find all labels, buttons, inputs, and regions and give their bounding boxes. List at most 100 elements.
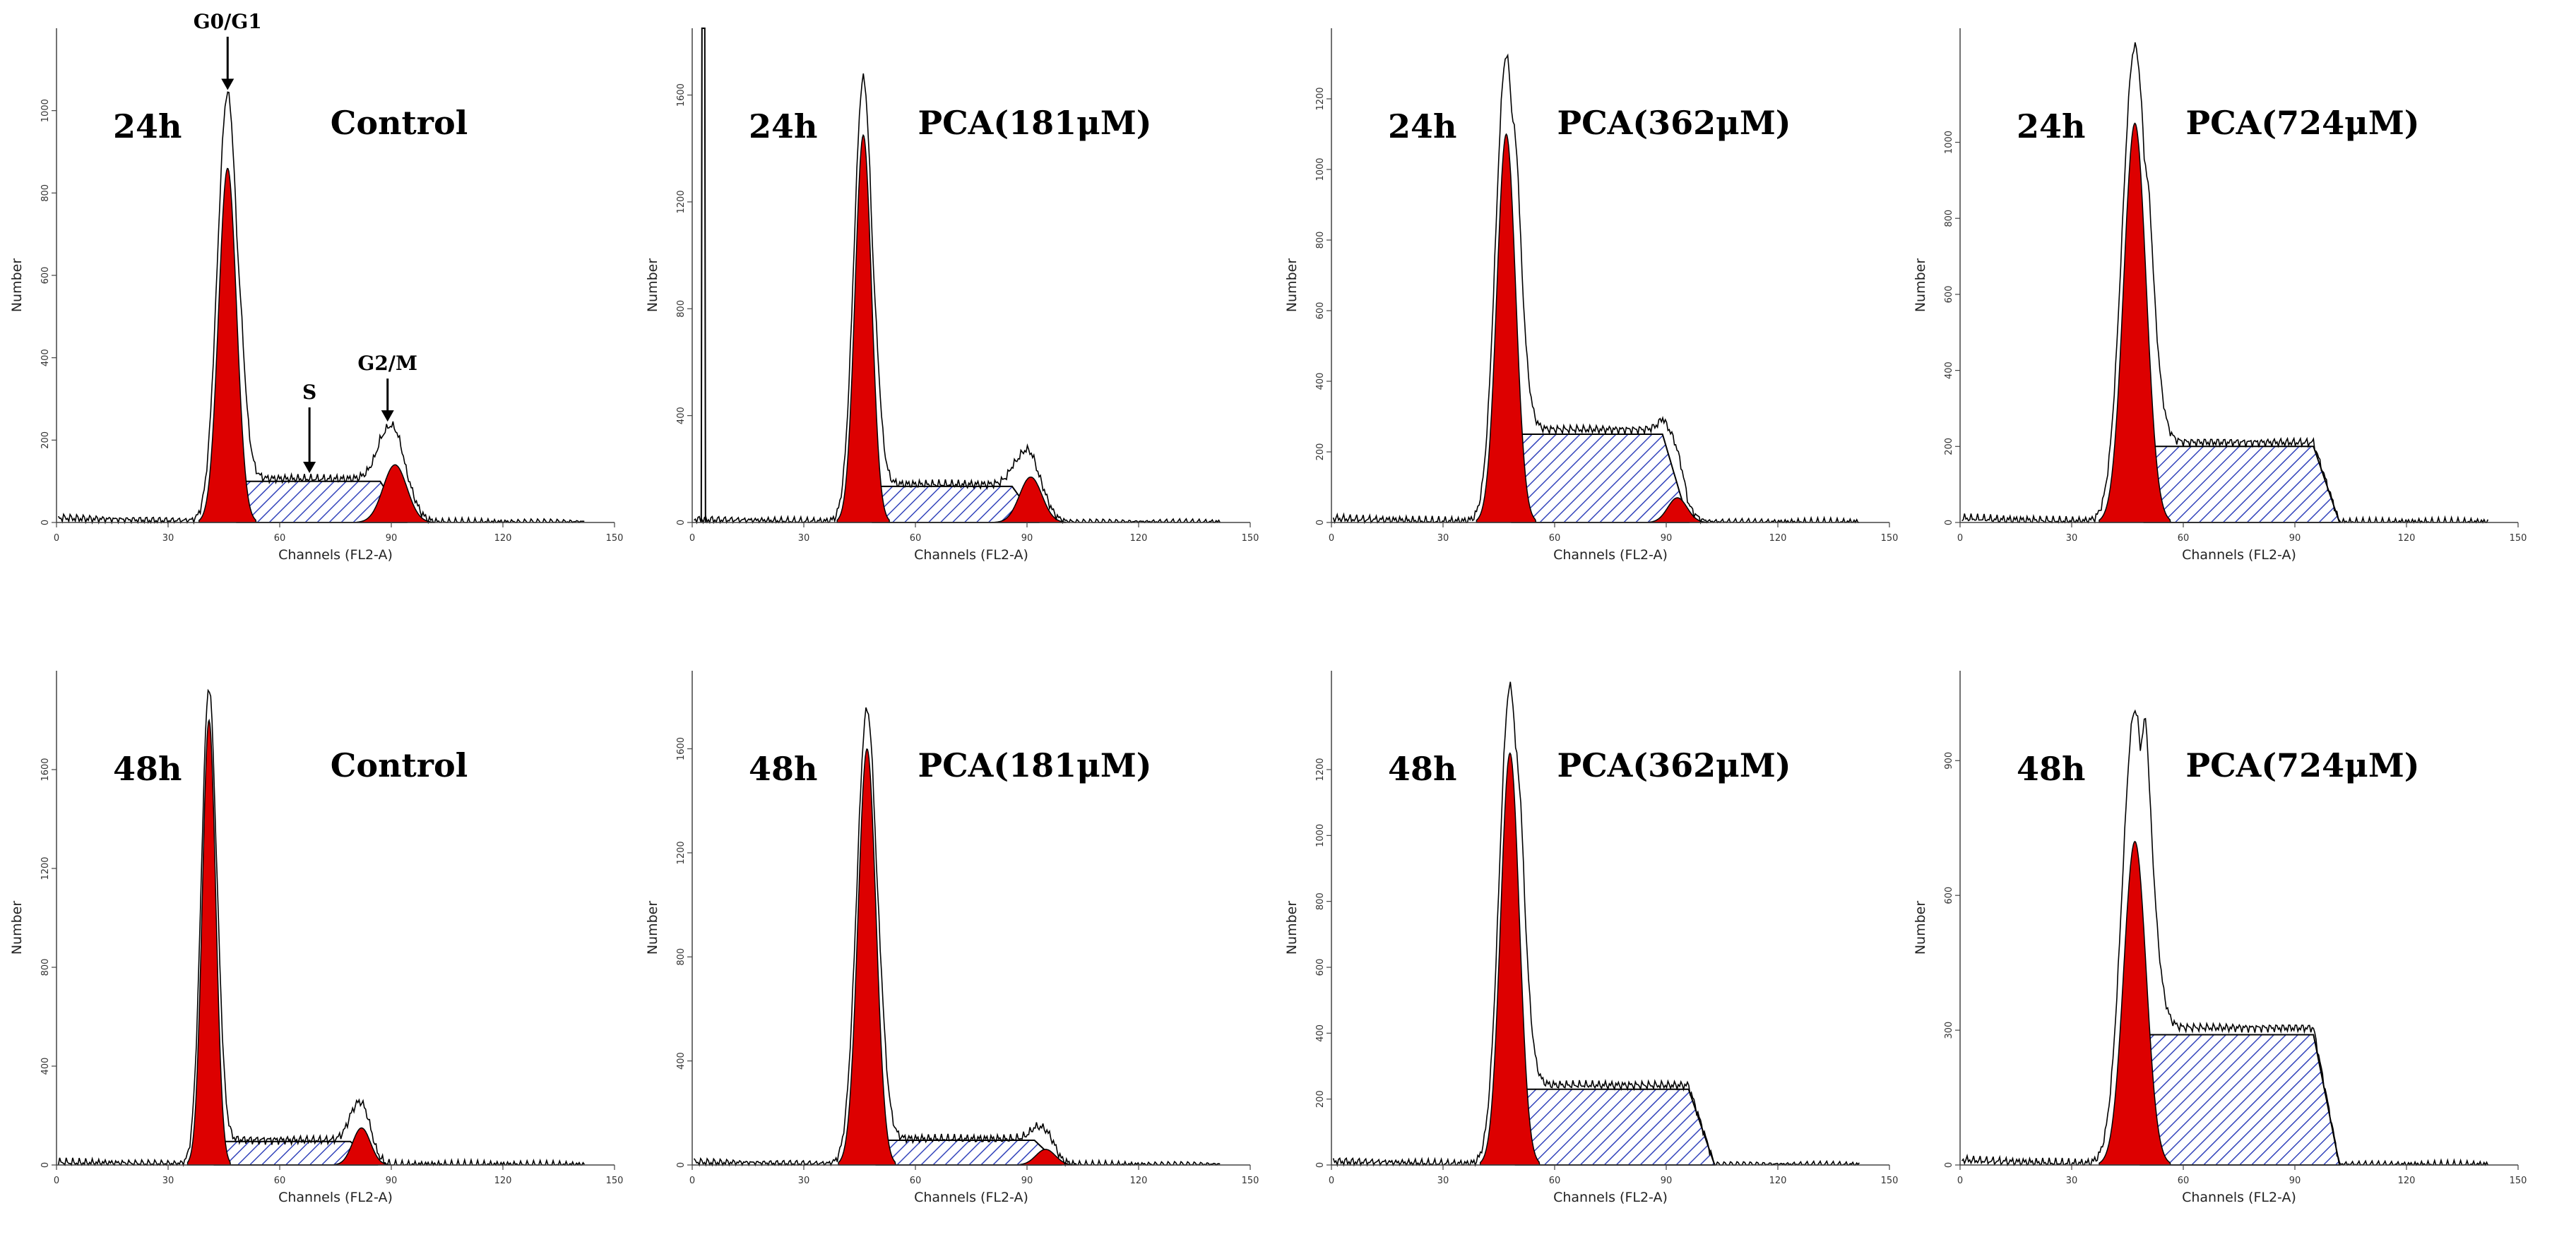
x-axis-title: Channels (FL2-A)	[2182, 547, 2296, 563]
x-tick-label: 60	[2178, 533, 2190, 544]
histogram-panel: 0 30 60 90 120 150 0 400 800 1200 1600 Channels (FL…	[9, 671, 623, 1205]
y-tick-label: 1600	[676, 83, 687, 107]
phase-annotation-label: G0/G1	[194, 10, 262, 33]
y-axis-title: Number	[645, 901, 660, 955]
x-tick-label: 0	[54, 1176, 59, 1186]
y-tick-label: 200	[40, 431, 51, 449]
y-tick-label: 0	[1944, 520, 1954, 525]
s-phase-area	[2143, 446, 2341, 523]
annotation-arrow-head	[381, 410, 394, 422]
x-tick-label: 60	[2178, 1176, 2190, 1186]
y-tick-label: 1200	[1315, 758, 1326, 781]
y-tick-label: 800	[40, 184, 51, 202]
histogram-panel: 0 30 60 90 120 150 0 200 400 600 800 1000 1200 Channe…	[1284, 28, 1898, 563]
y-tick-label: 200	[1315, 443, 1326, 461]
s-phase-area	[236, 480, 408, 523]
y-tick-label: 400	[676, 407, 687, 424]
x-tick-label: 120	[494, 1176, 512, 1186]
y-tick-label: 0	[40, 1162, 51, 1168]
y-axis-title: Number	[9, 901, 25, 955]
y-tick-label: 800	[1315, 232, 1326, 249]
x-tick-label: 60	[910, 533, 922, 544]
y-tick-label: 1000	[40, 99, 51, 122]
raw-histogram-line	[1332, 53, 1860, 525]
y-tick-label: 800	[1944, 210, 1954, 227]
y-tick-label: 400	[1315, 1024, 1326, 1042]
x-tick-label: 90	[1021, 533, 1033, 544]
x-tick-label: 60	[274, 1176, 286, 1186]
x-tick-label: 0	[1957, 533, 1963, 544]
x-tick-label: 150	[606, 533, 624, 544]
raw-histogram-line	[1332, 681, 1860, 1168]
annotation-arrow-head	[221, 78, 235, 90]
g0-g1-peak	[1476, 133, 1537, 523]
y-tick-label: 0	[40, 520, 51, 525]
y-tick-label: 400	[676, 1052, 687, 1070]
x-tick-label: 0	[689, 1176, 695, 1186]
histogram-panel: 0 30 60 90 120 150 0 200 400 600 800 1000 1200 Channe…	[1284, 671, 1898, 1205]
y-tick-label: 1000	[1315, 824, 1326, 847]
y-tick-label: 400	[1315, 373, 1326, 390]
x-tick-label: 60	[274, 533, 286, 544]
treatment-label: Control	[331, 104, 468, 142]
treatment-label: PCA(362μM)	[1557, 746, 1791, 784]
histogram-panel: 0 30 60 90 120 150 0 300 600 900 Channels (FL2-A) N…	[1913, 671, 2527, 1205]
x-tick-label: 90	[1021, 1176, 1033, 1186]
y-tick-label: 1200	[676, 841, 687, 864]
y-tick-label: 0	[676, 1162, 687, 1168]
phase-annotation-label: S	[302, 381, 316, 404]
treatment-label: PCA(181μM)	[918, 746, 1151, 784]
g0-g1-peak	[186, 718, 232, 1166]
y-tick-label: 0	[1315, 1162, 1326, 1168]
x-tick-label: 30	[162, 1176, 174, 1186]
g2-m-peak	[994, 476, 1067, 523]
annotation-arrow-head	[303, 462, 316, 473]
debris-spike-line	[700, 28, 706, 523]
x-tick-label: 30	[2066, 1176, 2078, 1186]
raw-histogram-line	[57, 688, 585, 1167]
treatment-label: PCA(181μM)	[918, 104, 1151, 142]
x-axis-title: Channels (FL2-A)	[1553, 1190, 1668, 1205]
x-tick-label: 150	[1881, 1176, 1899, 1186]
x-tick-label: 150	[1242, 533, 1259, 544]
y-tick-label: 800	[40, 959, 51, 976]
x-tick-label: 120	[2398, 533, 2416, 544]
time-label: 48h	[749, 750, 817, 788]
y-tick-label: 1000	[1315, 157, 1326, 181]
y-tick-label: 1200	[1315, 87, 1326, 110]
s-phase-area	[872, 485, 1040, 523]
y-axis-title: Number	[9, 258, 25, 313]
y-tick-label: 1000	[1944, 131, 1954, 154]
g0-g1-peak	[2099, 122, 2172, 523]
g2-m-peak	[356, 464, 434, 523]
y-tick-label: 800	[676, 300, 687, 318]
x-tick-label: 60	[910, 1176, 922, 1186]
g2-m-peak	[332, 1127, 391, 1166]
histogram-panel: 0 30 60 90 120 150 0 400 800 1200 1600 Channels (FL…	[645, 28, 1259, 563]
x-tick-label: 60	[1549, 1176, 1561, 1186]
x-tick-label: 0	[689, 533, 695, 544]
y-tick-label: 800	[676, 948, 687, 966]
time-label: 48h	[2017, 750, 2085, 788]
x-axis-title: Channels (FL2-A)	[914, 1190, 1028, 1205]
g0-g1-peak	[1479, 752, 1541, 1166]
g0-g1-peak	[2099, 840, 2172, 1166]
x-tick-label: 90	[2289, 1176, 2301, 1186]
y-axis-title: Number	[1913, 901, 1928, 955]
x-tick-label: 30	[162, 533, 174, 544]
x-axis-title: Channels (FL2-A)	[278, 547, 393, 563]
x-tick-label: 90	[1661, 533, 1673, 544]
histogram-panel: 0 30 60 90 120 150 0 400 800 1200 1600 Channels (FL…	[645, 671, 1259, 1205]
raw-histogram-line	[693, 707, 1221, 1167]
y-tick-label: 600	[1315, 302, 1326, 320]
x-tick-label: 120	[1769, 533, 1787, 544]
x-tick-label: 30	[1437, 1176, 1449, 1186]
y-axis-title: Number	[645, 258, 660, 313]
x-tick-label: 120	[2398, 1176, 2416, 1186]
y-axis-title: Number	[1284, 258, 1300, 313]
time-label: 48h	[113, 750, 182, 788]
x-tick-label: 90	[2289, 533, 2301, 544]
x-axis-title: Channels (FL2-A)	[1553, 547, 1668, 563]
